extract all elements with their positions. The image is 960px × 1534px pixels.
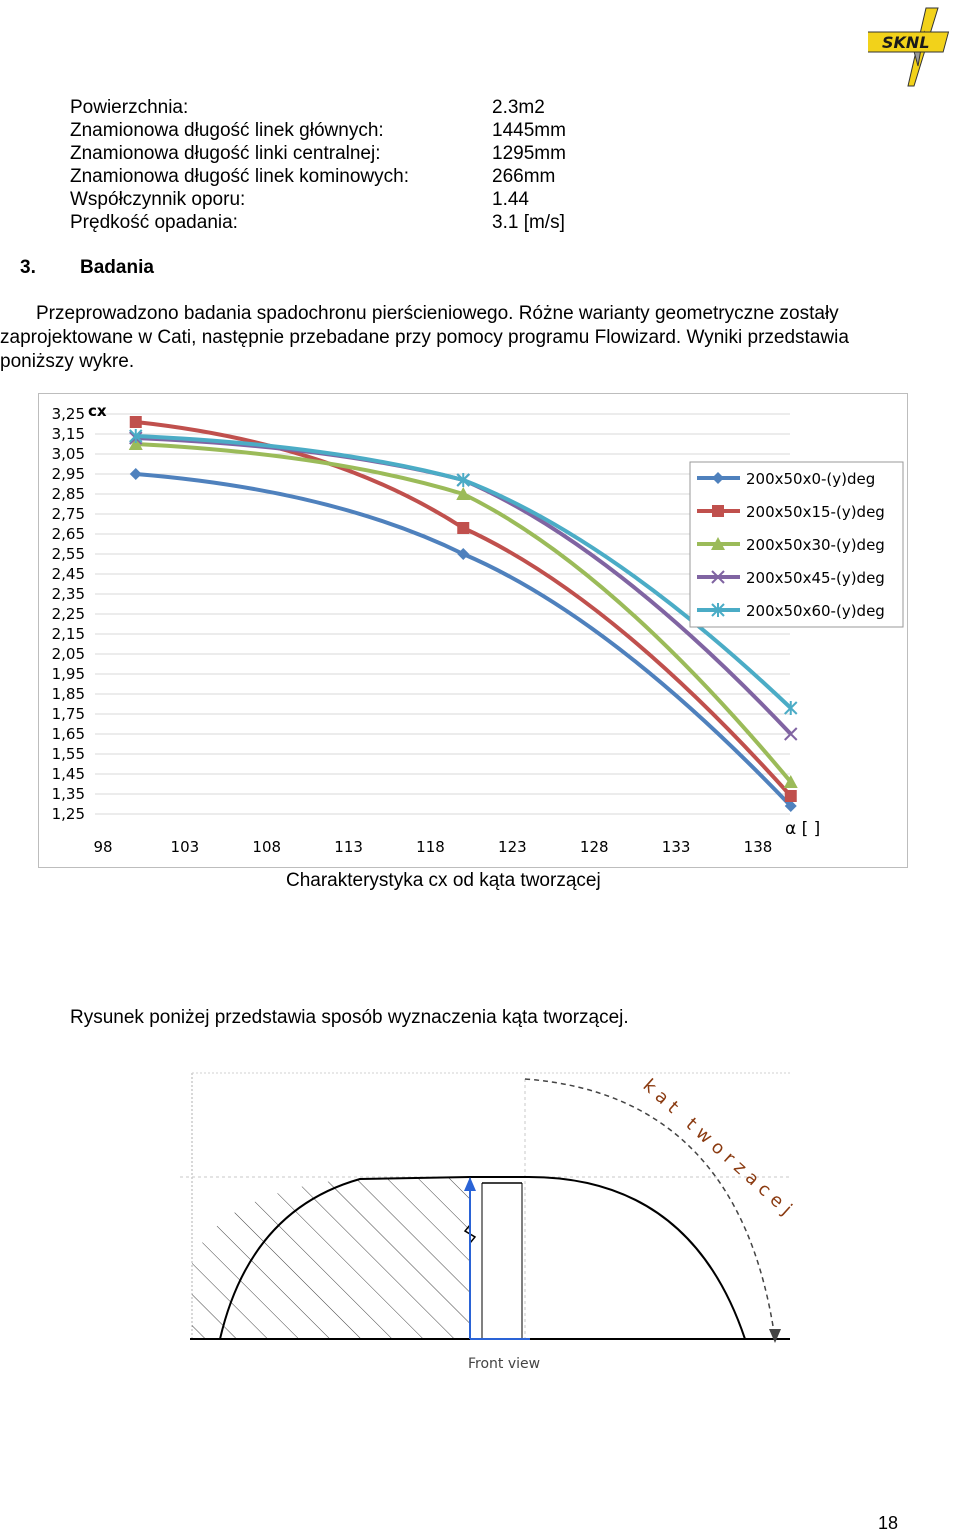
legend-label: 200x50x30-(y)deg — [746, 536, 885, 554]
series-line — [135, 442, 793, 784]
data-point — [712, 472, 724, 484]
data-point — [456, 473, 470, 487]
spec-value: 1.44 — [492, 189, 529, 210]
x-tick-label: 138 — [744, 838, 773, 856]
angle-label: kat tworzacej — [639, 1075, 800, 1223]
data-point — [711, 603, 725, 617]
y-tick-label: 2,55 — [52, 545, 85, 563]
y-tick-label: 2,25 — [52, 605, 85, 623]
data-point — [129, 429, 143, 443]
spec-label: Powierzchnia: — [70, 97, 189, 118]
cx-chart: 3,25 3,15 3,05 2,95 2,85 2,75 2,65 2,55 2,45 2,35… — [52, 402, 904, 856]
section-title: Badania — [80, 257, 154, 278]
data-point — [711, 570, 725, 584]
y-tick-label: 3,25 — [52, 405, 85, 423]
chart-frame — [38, 393, 908, 868]
spec-label: Współczynnik oporu: — [70, 189, 246, 210]
data-point — [457, 548, 470, 560]
chart-caption: Charakterystyka cx od kąta tworzącej — [286, 870, 601, 891]
y-tick-label: 2,75 — [52, 505, 85, 523]
x-tick-label: 108 — [252, 838, 281, 856]
data-point — [784, 701, 798, 715]
y-tick-label: 2,15 — [52, 625, 85, 643]
y-tick-label: 2,95 — [52, 465, 85, 483]
legend-label: 200x50x45-(y)deg — [746, 569, 885, 587]
y-tick-label: 1,45 — [52, 765, 85, 783]
spec-label: Znamionowa długość linek głównych: — [70, 120, 384, 141]
x-axis-label: α [ ] — [785, 819, 820, 839]
section-number: 3. — [20, 257, 36, 278]
data-point — [129, 416, 142, 428]
x-tick-label: 98 — [93, 838, 112, 856]
data-point — [784, 800, 797, 812]
logo-text: SKNL — [882, 33, 930, 52]
y-tick-label: 1,95 — [52, 665, 85, 683]
legend-label: 200x50x60-(y)deg — [746, 602, 885, 620]
data-point — [711, 537, 725, 550]
y-tick-label: 1,75 — [52, 705, 85, 723]
x-tick-label: 133 — [662, 838, 691, 856]
legend-label: 200x50x0-(y)deg — [746, 470, 875, 488]
y-axis-label: cx — [88, 402, 107, 420]
data-point — [783, 775, 798, 788]
data-point — [456, 487, 471, 500]
y-tick-label: 1,55 — [52, 745, 85, 763]
y-tick-label: 2,05 — [52, 645, 85, 663]
y-tick-label: 2,65 — [52, 525, 85, 543]
x-tick-label: 128 — [580, 838, 609, 856]
data-point — [784, 790, 797, 802]
y-tick-label: 2,45 — [52, 565, 85, 583]
y-tick-label: 2,85 — [52, 485, 85, 503]
spec-label: Znamionowa długość linki centralnej: — [70, 143, 381, 164]
spec-label: Znamionowa długość linek kominowych: — [70, 166, 409, 187]
spec-value: 266mm — [492, 166, 556, 187]
spec-value: 2.3m2 — [492, 97, 545, 118]
data-point — [784, 727, 798, 741]
y-tick-label: 1,65 — [52, 725, 85, 743]
x-tick-label: 118 — [416, 838, 445, 856]
y-tick-label: 1,25 — [52, 805, 85, 823]
y-tick-label: 2,35 — [52, 585, 85, 603]
spec-label: Prędkość opadania: — [70, 212, 238, 233]
y-tick-label: 1,85 — [52, 685, 85, 703]
spec-value: 1295mm — [492, 143, 566, 164]
paragraph-line: zaprojektowane w Cati, następnie przebad… — [0, 327, 849, 348]
y-tick-label: 3,15 — [52, 425, 85, 443]
paragraph-line: poniższy wykre. — [0, 351, 135, 372]
paragraph-line: Przeprowadzono badania spadochronu pierś… — [36, 303, 839, 324]
spec-value: 1445mm — [492, 120, 566, 141]
data-point — [128, 437, 143, 450]
sknl-logo: SKNL — [856, 4, 958, 89]
page-number: 18 — [878, 1513, 899, 1533]
data-point — [129, 468, 142, 480]
front-view-label: Front view — [468, 1356, 540, 1372]
x-tick-label: 103 — [171, 838, 200, 856]
angle-drawing: kat tworzacej Front view — [180, 1072, 800, 1372]
x-tick-label: 123 — [498, 838, 527, 856]
data-point — [457, 522, 470, 534]
data-point — [712, 505, 724, 517]
y-tick-label: 1,35 — [52, 785, 85, 803]
x-tick-label: 113 — [334, 838, 363, 856]
figure-intro: Rysunek poniżej przedstawia sposób wyzna… — [70, 1007, 629, 1028]
y-tick-label: 3,05 — [52, 445, 85, 463]
spec-value: 3.1 [m/s] — [492, 212, 565, 233]
legend-label: 200x50x15-(y)deg — [746, 503, 885, 521]
